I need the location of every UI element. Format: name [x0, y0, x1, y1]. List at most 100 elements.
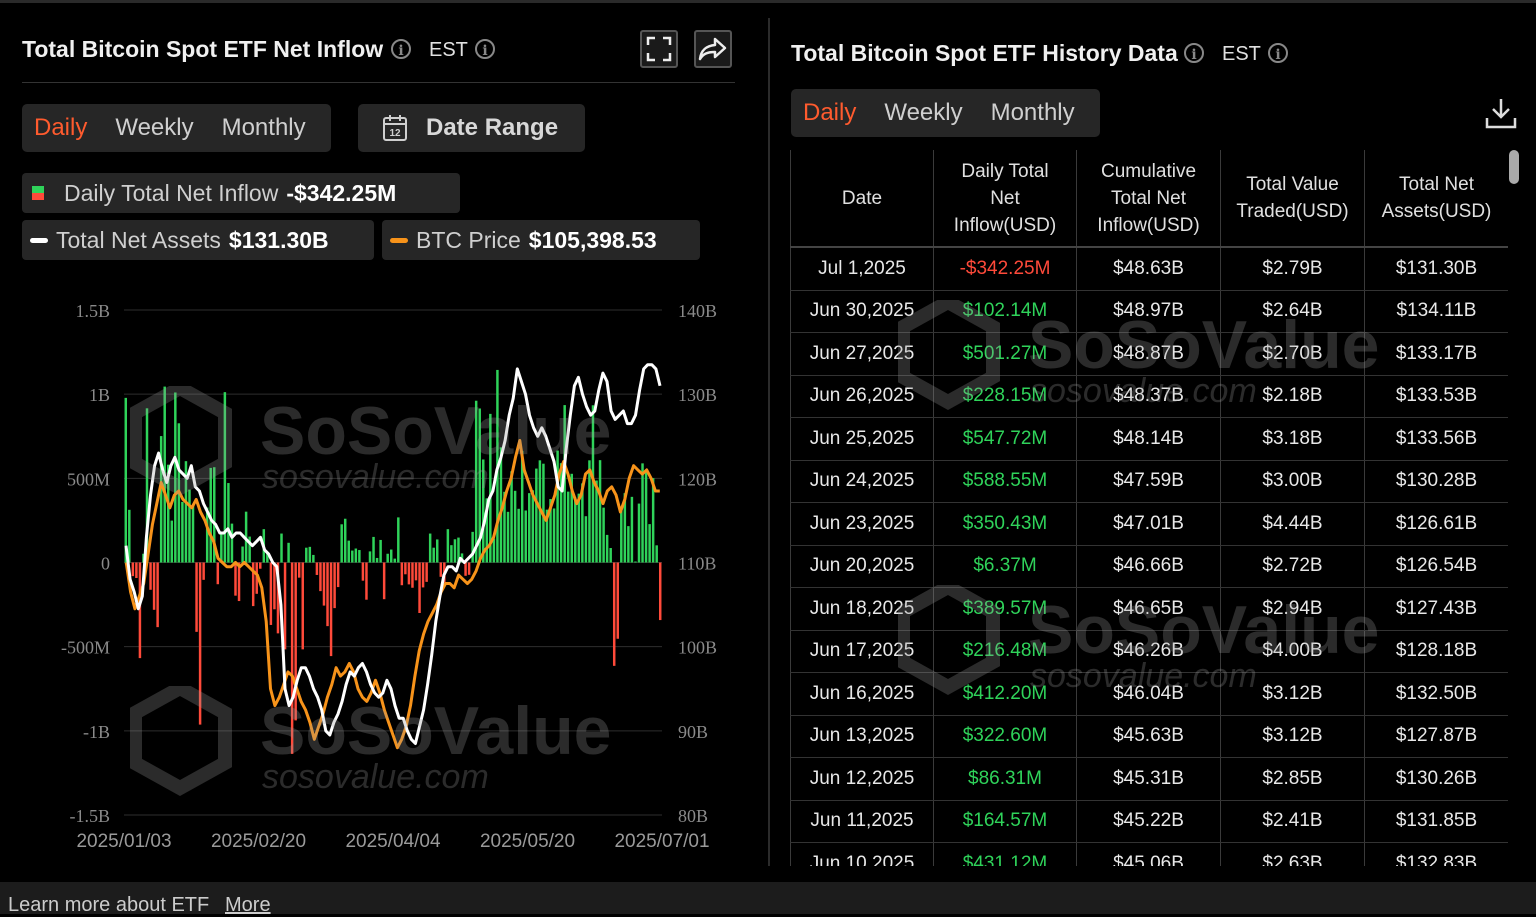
date-range-button[interactable]: 12 Date Range [358, 104, 585, 152]
share-button[interactable] [694, 30, 732, 68]
inflow-bar [234, 562, 237, 596]
table-row[interactable]: Jun 20,2025 $6.37M $46.66B $2.72B $126.54B [790, 545, 1508, 588]
table-cell: Jun 10,2025 [790, 842, 934, 866]
table-row[interactable]: Jun 16,2025 $412.20M $46.04B $3.12B $132.50B [790, 672, 1508, 716]
inflow-bar [457, 537, 460, 563]
inflow-bar [128, 509, 131, 563]
table-cell: $46.26B [1076, 630, 1221, 673]
history-table-container[interactable]: Date Daily Total Net Inflow(USD) Cumulative T… [790, 150, 1508, 866]
inflow-bar [152, 562, 156, 610]
scrollbar-thumb[interactable] [1509, 150, 1519, 184]
table-row[interactable]: Jun 12,2025 $86.31M $45.31B $2.85B $130.26B [790, 757, 1508, 801]
inflow-bar [198, 562, 202, 725]
table-row[interactable]: Jun 18,2025 $389.57M $46.65B $2.94B $127.43B [790, 587, 1508, 631]
inflow-bar [428, 533, 432, 563]
table-cell: Jun 30,2025 [790, 290, 934, 333]
table-row[interactable]: Jun 10,2025 $431.12M $45.06B $2.63B $132.83B [790, 842, 1508, 866]
inflow-bar [170, 520, 174, 563]
table-row[interactable]: Jun 11,2025 $164.57M $45.22B $2.41B $131.85B [790, 800, 1508, 843]
column-header-line: Net [990, 187, 1020, 209]
tab-monthly[interactable]: Monthly [221, 114, 306, 141]
inflow-bar [648, 524, 651, 563]
tab-daily[interactable]: Daily [34, 114, 88, 141]
column-header: Total Net Assets(USD) [1364, 150, 1508, 248]
inflow-bar [191, 505, 195, 563]
inflow-bar [393, 558, 397, 563]
x-tick-label: 2025/07/01 [614, 831, 709, 852]
footer-bar: Learn more about ETF More [0, 882, 1536, 916]
table-row[interactable]: Jun 23,2025 $350.43M $47.01B $4.44B $126.61B [790, 502, 1508, 546]
history-tab-monthly[interactable]: Monthly [990, 99, 1075, 126]
table-cell: $86.31M [933, 757, 1077, 801]
column-header-line: Assets(USD) [1381, 201, 1492, 222]
table-row[interactable]: Jun 30,2025 $102.14M $48.97B $2.64B $134.11B [790, 290, 1508, 333]
table-cell: $45.22B [1076, 800, 1221, 843]
tab-weekly[interactable]: Weekly [115, 114, 194, 141]
download-icon[interactable] [1484, 96, 1518, 130]
table-cell: Jun 17,2025 [790, 630, 934, 673]
inflow-period-tabs: Daily Weekly Monthly [22, 104, 331, 152]
column-header-line: Total Net [1111, 187, 1186, 209]
btc-legend-label: BTC Price [416, 226, 521, 253]
table-row[interactable]: Jun 24,2025 $588.55M $47.59B $3.00B $130.28B [790, 460, 1508, 503]
inflow-bar [595, 480, 598, 563]
inflow-bar [524, 510, 527, 563]
inflow-bar [138, 562, 142, 659]
history-tab-weekly[interactable]: Weekly [884, 99, 963, 126]
inflow-bar [528, 493, 531, 563]
table-row[interactable]: Jul 1,2025 -$342.25M $48.63B $2.79B $131.30B [790, 247, 1508, 291]
history-info-icon[interactable]: i [1184, 43, 1204, 63]
inflow-bar [167, 464, 170, 563]
inflow-bar [159, 436, 163, 563]
table-row[interactable]: Jun 13,2025 $322.60M $45.63B $3.12B $127.87B [790, 715, 1508, 758]
table-row[interactable]: Jun 27,2025 $501.27M $48.87B $2.70B $133.17B [790, 332, 1508, 376]
table-cell: $127.87B [1364, 715, 1508, 758]
inflow-bar [188, 489, 191, 563]
legend-total-net-assets[interactable]: Total Net Assets $131.30B [22, 220, 374, 260]
history-tab-daily[interactable]: Daily [803, 99, 857, 126]
column-header-line: Inflow(USD) [1097, 214, 1200, 236]
timezone-info-icon[interactable]: i [475, 39, 495, 59]
inflow-chart[interactable]: 1.5B 140B 1B 130B 500M 120B 0 110B -500M 100B -1B 9… [0, 290, 740, 860]
history-table-title: Total Bitcoin Spot ETF History Data [791, 40, 1178, 66]
inflow-bar [623, 493, 627, 563]
inflow-bar [389, 549, 393, 563]
inflow-bar [205, 507, 209, 563]
inflow-bar [149, 562, 152, 590]
inflow-bar [351, 550, 354, 563]
table-scrollbar[interactable] [1509, 150, 1519, 866]
table-cell: Jun 16,2025 [790, 672, 934, 716]
inflow-bar [414, 562, 418, 581]
table-row[interactable]: Jun 25,2025 $547.72M $48.14B $3.18B $133.56B [790, 417, 1508, 461]
table-cell: Jun 24,2025 [790, 460, 934, 503]
inflow-bar [552, 508, 556, 563]
inflow-bar [492, 538, 496, 563]
table-row[interactable]: Jun 26,2025 $228.15M $48.37B $2.18B $133.53B [790, 375, 1508, 418]
inflow-bar [637, 503, 641, 563]
table-cell: $132.50B [1364, 672, 1508, 716]
inflow-bar [124, 397, 128, 563]
table-cell: $389.57M [933, 587, 1077, 631]
inflow-bar [216, 562, 220, 585]
x-tick-label: 2025/05/20 [480, 831, 575, 852]
legend-inflow[interactable]: Daily Total Net Inflow -$342.25M [22, 173, 460, 213]
more-link[interactable]: More [225, 894, 271, 916]
inflow-bar [343, 518, 347, 563]
inflow-bar [510, 471, 513, 563]
inflow-bar [620, 508, 623, 563]
fullscreen-button[interactable] [640, 30, 678, 68]
table-row[interactable]: Jun 17,2025 $216.48M $46.26B $4.00B $128.18B [790, 630, 1508, 673]
inflow-bar [382, 562, 386, 600]
inflow-bar [248, 536, 251, 563]
inflow-bar [290, 562, 294, 754]
inflow-bar [563, 405, 566, 563]
info-icon[interactable]: i [391, 39, 411, 59]
history-timezone-info-icon[interactable]: i [1268, 43, 1288, 63]
table-cell: $47.01B [1076, 502, 1221, 546]
inflow-bar [280, 533, 283, 563]
fullscreen-icon [646, 36, 672, 62]
table-cell: $2.94B [1220, 587, 1365, 631]
legend-btc-price[interactable]: BTC Price $105,398.53 [382, 220, 700, 260]
inflow-bar [230, 523, 234, 563]
inflow-bar [644, 470, 648, 563]
